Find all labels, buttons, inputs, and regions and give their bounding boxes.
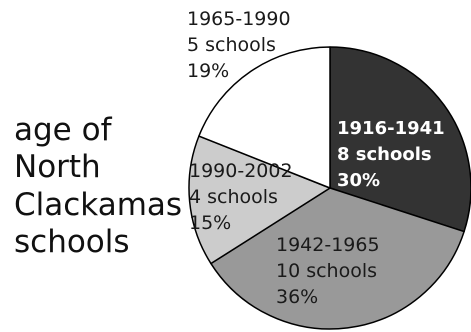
chart-title-line-4: schools	[14, 224, 130, 260]
slice-label-period-1965-1990: 1965-1990	[187, 8, 291, 30]
pie-slice-1942-1965	[210, 187, 465, 330]
slice-label-percent-1965-1990: 19%	[187, 60, 229, 82]
pie-slice-1965-1990	[198, 46, 331, 189]
pie-labels: 1916-1941 8 schools 30% 1942-1965 10 schools…	[187, 8, 445, 308]
slice-label-count-1990-2002: 4 schools	[189, 186, 278, 208]
slice-label-period-1916-1941: 1916-1941	[337, 118, 445, 139]
slice-label-percent-1942-1965: 36%	[276, 286, 318, 308]
slice-label-count-1942-1965: 10 schools	[276, 260, 377, 282]
slice-label-count-1916-1941: 8 schools	[337, 144, 432, 165]
pie-slices	[188, 46, 471, 330]
slice-label-percent-1916-1941: 30%	[337, 170, 380, 191]
chart-title-line-1: age of	[14, 112, 112, 148]
pie-slice-1916-1941	[329, 46, 471, 233]
slice-label-period-1942-1965: 1942-1965	[276, 234, 380, 256]
chart-title-line-3: Clackamas	[14, 187, 183, 223]
slice-label-count-1965-1990: 5 schools	[187, 34, 276, 56]
pie-slice-1990-2002	[188, 135, 331, 265]
slice-label-period-1990-2002: 1990-2002	[189, 160, 293, 182]
chart-title-line-2: North	[14, 149, 101, 185]
slice-label-percent-1990-2002: 15%	[189, 212, 231, 234]
